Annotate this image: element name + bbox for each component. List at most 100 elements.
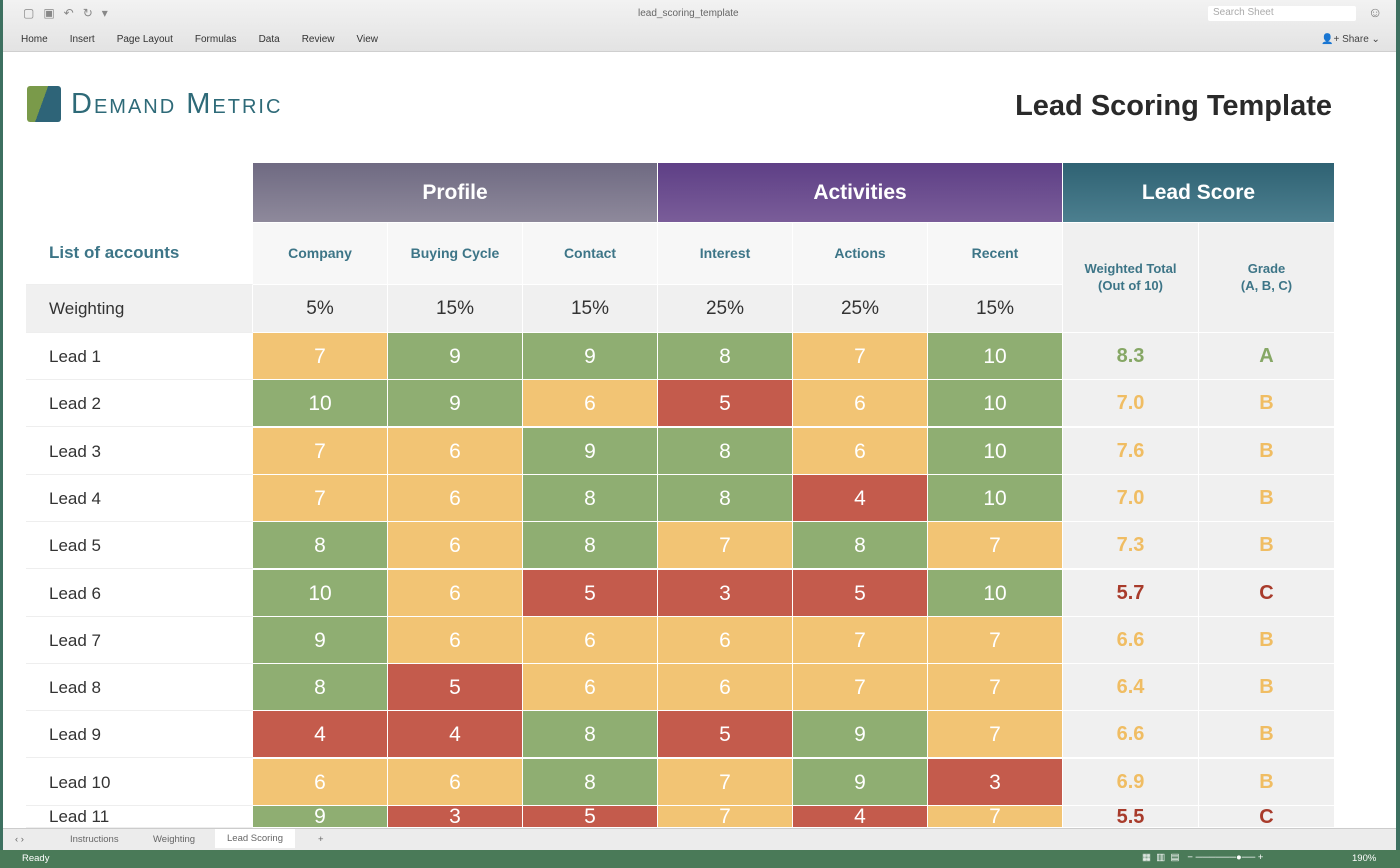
- menu-home[interactable]: Home: [21, 34, 48, 45]
- score-cell[interactable]: 8: [523, 759, 658, 806]
- score-cell[interactable]: 10: [928, 570, 1063, 617]
- score-cell[interactable]: 7: [928, 522, 1063, 569]
- score-cell[interactable]: 4: [253, 711, 388, 758]
- share-button[interactable]: 👤+ Share ⌄: [1321, 34, 1380, 45]
- sheet-tab[interactable]: Instructions: [70, 834, 119, 845]
- score-cell[interactable]: 6: [253, 759, 388, 806]
- score-cell[interactable]: 10: [928, 475, 1063, 522]
- score-cell[interactable]: 6: [388, 759, 523, 806]
- menu-review[interactable]: Review: [301, 34, 335, 45]
- score-cell[interactable]: 4: [388, 711, 523, 758]
- score-cell[interactable]: 3: [388, 806, 523, 828]
- sheet-tab[interactable]: Weighting: [153, 834, 196, 845]
- score-cell[interactable]: 3: [658, 570, 793, 617]
- score-cell[interactable]: 6: [658, 664, 793, 711]
- score-cell[interactable]: 7: [658, 806, 793, 828]
- lead-name[interactable]: Lead 4: [26, 475, 253, 522]
- score-cell[interactable]: 8: [523, 475, 658, 522]
- score-cell[interactable]: 8: [658, 428, 793, 475]
- score-cell[interactable]: 6: [388, 522, 523, 569]
- score-cell[interactable]: 6: [388, 570, 523, 617]
- score-cell[interactable]: 4: [793, 475, 928, 522]
- score-cell[interactable]: 8: [793, 522, 928, 569]
- score-cell[interactable]: 8: [658, 333, 793, 380]
- score-cell[interactable]: 9: [388, 380, 523, 427]
- score-cell[interactable]: 9: [523, 428, 658, 475]
- score-cell[interactable]: 5: [658, 711, 793, 758]
- lead-name[interactable]: Lead 11: [26, 806, 253, 828]
- view-mode-icons[interactable]: ▦ ▥ ▤ − ──────●── +: [1142, 852, 1264, 863]
- score-cell[interactable]: 10: [928, 380, 1063, 427]
- score-cell[interactable]: 10: [928, 333, 1063, 380]
- score-cell[interactable]: 6: [388, 475, 523, 522]
- score-cell[interactable]: 8: [253, 522, 388, 569]
- score-cell[interactable]: 7: [253, 428, 388, 475]
- grade: C: [1199, 570, 1335, 617]
- score-cell[interactable]: 6: [388, 617, 523, 664]
- lead-name[interactable]: Lead 2: [26, 380, 253, 427]
- score-cell[interactable]: 6: [793, 380, 928, 427]
- score-cell[interactable]: 7: [928, 664, 1063, 711]
- score-cell[interactable]: 5: [658, 380, 793, 427]
- score-cell[interactable]: 7: [793, 333, 928, 380]
- score-cell[interactable]: 8: [523, 711, 658, 758]
- lead-name[interactable]: Lead 1: [26, 333, 253, 380]
- menu-page-layout[interactable]: Page Layout: [116, 34, 173, 45]
- score-cell[interactable]: 7: [793, 664, 928, 711]
- score-cell[interactable]: 6: [388, 428, 523, 475]
- score-cell[interactable]: 7: [928, 806, 1063, 828]
- score-cell[interactable]: 9: [793, 759, 928, 806]
- quick-access-icons[interactable]: ▢▣↶↻▾: [23, 6, 117, 20]
- search-input[interactable]: Search Sheet: [1208, 6, 1356, 21]
- menu-view[interactable]: View: [356, 34, 378, 45]
- lead-name[interactable]: Lead 9: [26, 711, 253, 758]
- score-cell[interactable]: 6: [523, 380, 658, 427]
- feedback-smiley-icon[interactable]: ☺: [1368, 4, 1383, 20]
- score-cell[interactable]: 7: [253, 475, 388, 522]
- grade: B: [1199, 475, 1335, 522]
- sheet-tab[interactable]: Lead Scoring: [215, 829, 295, 848]
- score-cell[interactable]: 10: [253, 380, 388, 427]
- menu-data[interactable]: Data: [258, 34, 280, 45]
- score-cell[interactable]: 8: [658, 475, 793, 522]
- score-cell[interactable]: 8: [253, 664, 388, 711]
- weighted-total: 5.7: [1063, 570, 1199, 617]
- score-cell[interactable]: 5: [523, 806, 658, 828]
- score-cell[interactable]: 6: [523, 617, 658, 664]
- score-cell[interactable]: 6: [793, 428, 928, 475]
- score-cell[interactable]: 7: [793, 617, 928, 664]
- score-cell[interactable]: 9: [523, 333, 658, 380]
- score-cell[interactable]: 7: [253, 333, 388, 380]
- tab-scroll-arrows[interactable]: ‹ ›: [15, 834, 24, 845]
- lead-name[interactable]: Lead 5: [26, 522, 253, 569]
- lead-name[interactable]: Lead 8: [26, 664, 253, 711]
- page-title: Lead Scoring Template: [1015, 90, 1332, 122]
- score-cell[interactable]: 10: [928, 428, 1063, 475]
- score-cell[interactable]: 7: [658, 522, 793, 569]
- score-cell[interactable]: 9: [253, 806, 388, 828]
- score-cell[interactable]: 6: [658, 617, 793, 664]
- score-cell[interactable]: 6: [523, 664, 658, 711]
- score-cell[interactable]: 9: [388, 333, 523, 380]
- score-cell[interactable]: 3: [928, 759, 1063, 806]
- score-cell[interactable]: 5: [793, 570, 928, 617]
- menu-insert[interactable]: Insert: [69, 34, 95, 45]
- score-cell[interactable]: 9: [253, 617, 388, 664]
- weighted-total: 8.3: [1063, 333, 1199, 380]
- score-cell[interactable]: 9: [793, 711, 928, 758]
- lead-name[interactable]: Lead 3: [26, 428, 253, 475]
- score-cell[interactable]: 5: [388, 664, 523, 711]
- score-cell[interactable]: 7: [928, 617, 1063, 664]
- score-cell[interactable]: 7: [928, 711, 1063, 758]
- score-cell[interactable]: 10: [253, 570, 388, 617]
- score-cell[interactable]: 5: [523, 570, 658, 617]
- lead-name[interactable]: Lead 6: [26, 570, 253, 617]
- score-cell[interactable]: 8: [523, 522, 658, 569]
- score-cell[interactable]: 4: [793, 806, 928, 828]
- menu-formulas[interactable]: Formulas: [194, 34, 237, 45]
- lead-name[interactable]: Lead 7: [26, 617, 253, 664]
- column-header: Recent: [928, 223, 1063, 285]
- score-cell[interactable]: 7: [658, 759, 793, 806]
- add-sheet-button[interactable]: +: [318, 834, 324, 845]
- lead-name[interactable]: Lead 10: [26, 759, 253, 806]
